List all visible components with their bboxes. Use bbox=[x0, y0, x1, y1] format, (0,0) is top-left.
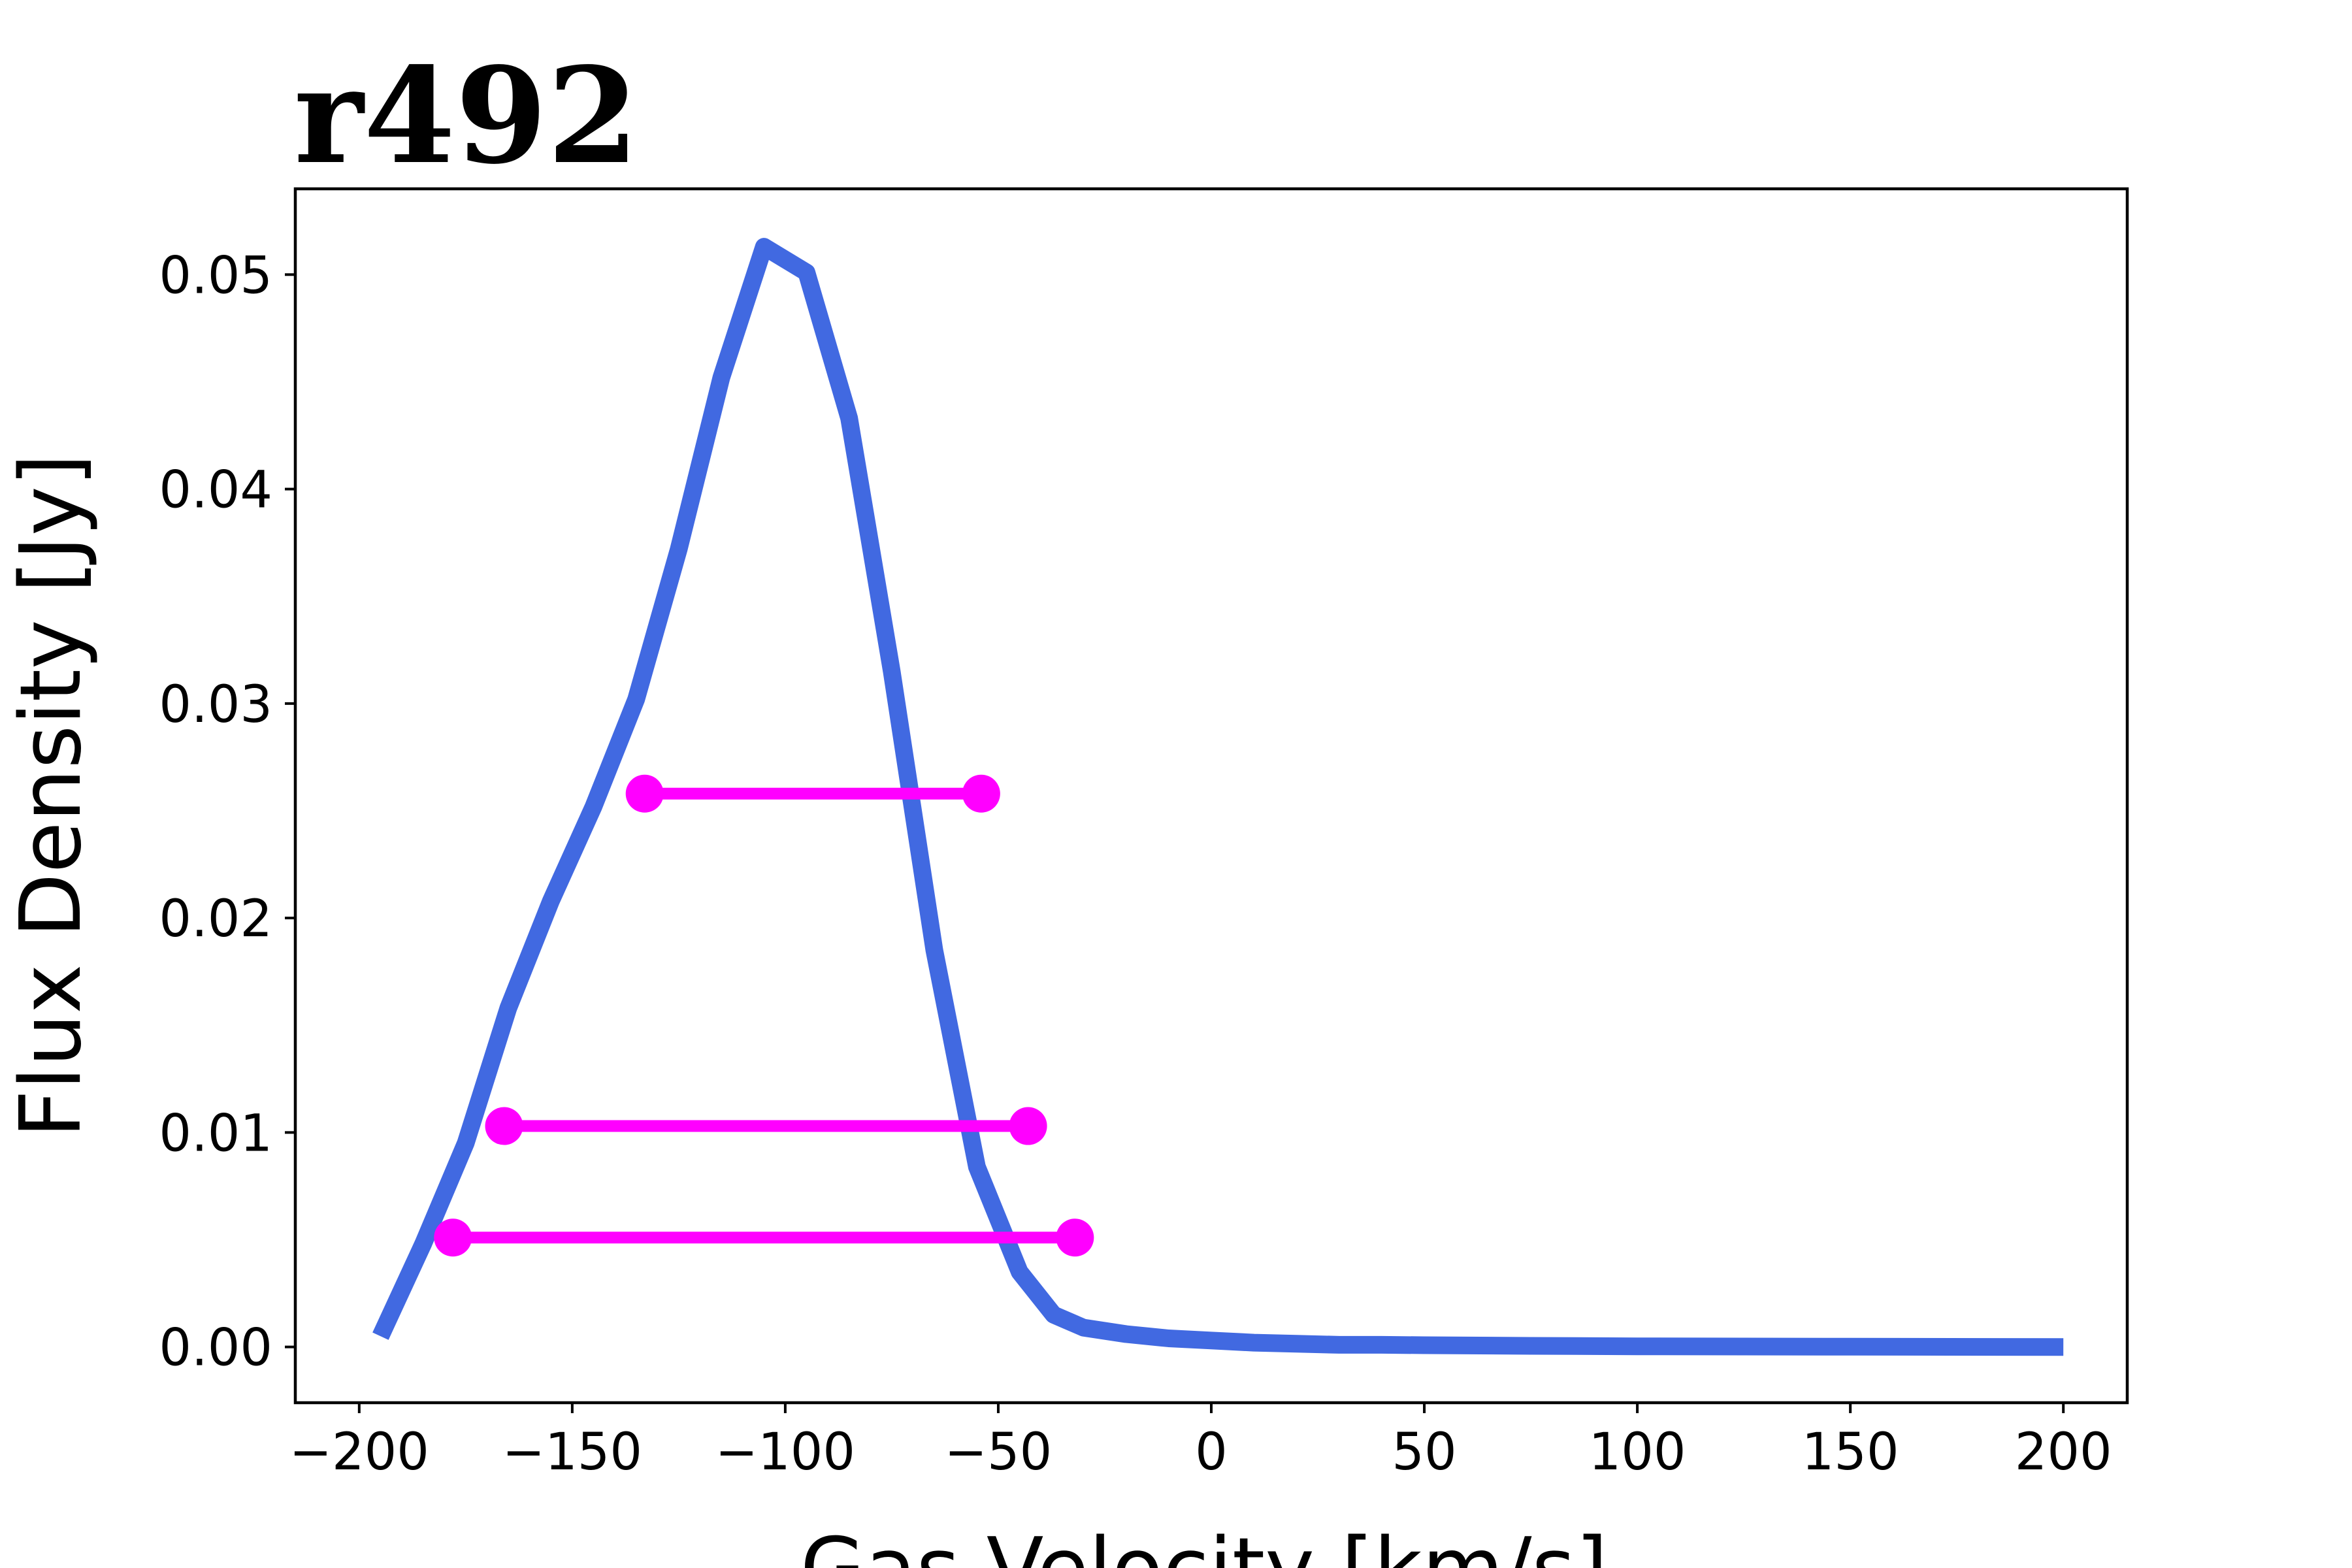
width-marker-point bbox=[625, 774, 664, 813]
width-marker-point bbox=[485, 1107, 523, 1145]
chart-title: r492 bbox=[294, 38, 639, 193]
width-marker-point bbox=[1009, 1107, 1047, 1145]
y-tick-label: 0.02 bbox=[159, 890, 272, 949]
x-axis-label: Gas Velocity [km/s] bbox=[800, 1520, 1608, 1568]
x-tick-label: 150 bbox=[1802, 1423, 1899, 1482]
x-tick-label: 200 bbox=[2015, 1423, 2112, 1482]
x-tick-label: −200 bbox=[289, 1423, 429, 1482]
y-tick-label: 0.00 bbox=[159, 1319, 272, 1378]
x-tick-label: 0 bbox=[1195, 1423, 1228, 1482]
x-tick-label: 50 bbox=[1392, 1423, 1456, 1482]
y-tick-label: 0.04 bbox=[159, 461, 272, 520]
y-tick-label: 0.05 bbox=[159, 246, 272, 305]
x-tick-label: −100 bbox=[715, 1423, 855, 1482]
series-layer bbox=[372, 238, 2064, 1356]
x-tick-label: 100 bbox=[1589, 1423, 1686, 1482]
x-axis: −200 −150 −100 −50 0 50 100 150 200 bbox=[289, 1403, 2112, 1482]
y-tick-label: 0.03 bbox=[159, 676, 272, 734]
y-axis-label: Flux Density [Jy] bbox=[3, 453, 100, 1137]
series-line bbox=[372, 238, 2064, 1356]
plot-frame bbox=[293, 187, 2129, 1405]
y-axis: 0.00 0.01 0.02 0.03 0.04 0.05 bbox=[159, 246, 295, 1378]
x-tick-label: −150 bbox=[502, 1423, 642, 1482]
width-marker-point bbox=[962, 774, 1000, 813]
width-marker-point bbox=[1056, 1218, 1094, 1257]
width-marker-point bbox=[434, 1218, 472, 1257]
markers-layer bbox=[434, 774, 1094, 1257]
x-tick-label: −50 bbox=[945, 1423, 1053, 1482]
y-tick-label: 0.01 bbox=[159, 1104, 272, 1163]
